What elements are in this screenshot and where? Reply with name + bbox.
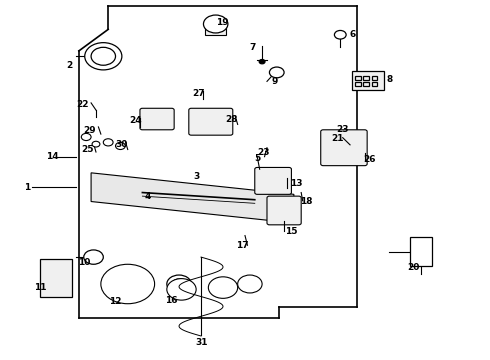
Circle shape (81, 134, 91, 140)
Text: 7: 7 (249, 43, 255, 52)
Polygon shape (91, 173, 294, 223)
Circle shape (84, 250, 103, 264)
Bar (363, 76, 369, 80)
Bar (371, 76, 377, 80)
Text: 27: 27 (192, 89, 205, 98)
Bar (371, 82, 377, 86)
FancyBboxPatch shape (321, 130, 367, 166)
Circle shape (238, 275, 262, 293)
Circle shape (334, 31, 346, 39)
Bar (352, 71, 384, 90)
Text: 22: 22 (76, 100, 89, 109)
Text: 14: 14 (46, 152, 58, 161)
Circle shape (42, 264, 67, 282)
Text: 21: 21 (332, 134, 344, 143)
Text: 3: 3 (193, 172, 199, 181)
Text: 17: 17 (236, 241, 249, 250)
Circle shape (259, 59, 265, 64)
Text: 25: 25 (81, 145, 94, 154)
Text: 31: 31 (196, 338, 208, 347)
Text: 6: 6 (349, 30, 356, 39)
FancyBboxPatch shape (189, 108, 233, 135)
Bar (205, 26, 226, 35)
Text: 13: 13 (290, 179, 302, 188)
Circle shape (85, 42, 122, 70)
Circle shape (118, 284, 143, 302)
Bar (355, 82, 361, 86)
Text: 26: 26 (364, 155, 376, 164)
Text: 16: 16 (166, 296, 178, 305)
Circle shape (116, 142, 125, 149)
Text: 2: 2 (66, 61, 72, 70)
Circle shape (172, 279, 186, 289)
Text: 11: 11 (34, 283, 47, 292)
FancyBboxPatch shape (140, 108, 174, 130)
Text: 20: 20 (407, 264, 420, 273)
Text: 9: 9 (271, 77, 277, 86)
Text: 23: 23 (337, 125, 349, 134)
Text: 23: 23 (257, 148, 270, 157)
FancyBboxPatch shape (255, 167, 292, 194)
Text: 10: 10 (77, 258, 90, 267)
Text: 18: 18 (300, 197, 312, 206)
Circle shape (203, 15, 228, 33)
Circle shape (167, 275, 191, 293)
Text: 4: 4 (144, 192, 150, 201)
Circle shape (167, 279, 196, 300)
Text: 19: 19 (216, 18, 228, 27)
Text: 5: 5 (254, 154, 260, 163)
Text: 8: 8 (386, 75, 392, 84)
Text: 29: 29 (83, 126, 96, 135)
Text: 30: 30 (116, 140, 128, 149)
Bar (410, 237, 432, 266)
Text: 28: 28 (225, 115, 238, 124)
Circle shape (101, 264, 155, 304)
Circle shape (103, 139, 113, 146)
Circle shape (270, 67, 284, 78)
Text: 12: 12 (109, 297, 122, 306)
Bar (40, 259, 72, 297)
Text: 15: 15 (285, 228, 297, 237)
Circle shape (48, 268, 61, 278)
Circle shape (123, 288, 137, 298)
Text: 24: 24 (129, 116, 142, 125)
Bar (355, 76, 361, 80)
Bar (363, 82, 369, 86)
FancyBboxPatch shape (267, 196, 301, 225)
Circle shape (92, 141, 100, 147)
Circle shape (208, 277, 238, 298)
Circle shape (91, 47, 116, 65)
Text: 1: 1 (24, 183, 31, 192)
